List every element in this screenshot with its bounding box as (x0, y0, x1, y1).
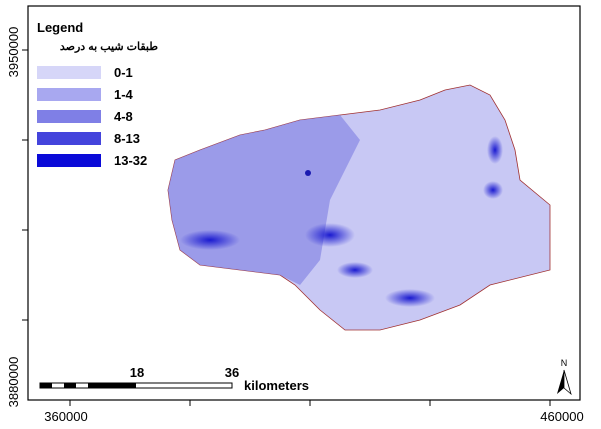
north-label: N (561, 358, 568, 368)
map: Legend طبقات شیب به درصد 0-1 1-4 4-8 8-13 13… (0, 0, 601, 429)
scale-label: 36 (225, 365, 239, 380)
legend-swatch (37, 110, 101, 123)
y-coordinate: 3880000 (6, 357, 21, 408)
y-coordinate: 3950000 (6, 27, 21, 78)
legend-swatch (37, 88, 101, 101)
x-coordinate: 460000 (540, 409, 583, 424)
legend-subtitle: طبقات شیب به درصد (60, 41, 158, 53)
legend-title: Legend (37, 20, 83, 35)
legend-label: 8-13 (114, 131, 140, 146)
legend-label: 4-8 (114, 109, 133, 124)
legend-swatch (37, 154, 101, 167)
legend-swatch (37, 66, 101, 79)
x-coordinate: 360000 (44, 409, 87, 424)
legend-label: 0-1 (114, 65, 133, 80)
legend-label: 13-32 (114, 153, 147, 168)
legend-swatch (37, 132, 101, 145)
scale-unit: kilometers (244, 378, 309, 393)
legend-label: 1-4 (114, 87, 134, 102)
scale-label: 18 (130, 365, 144, 380)
